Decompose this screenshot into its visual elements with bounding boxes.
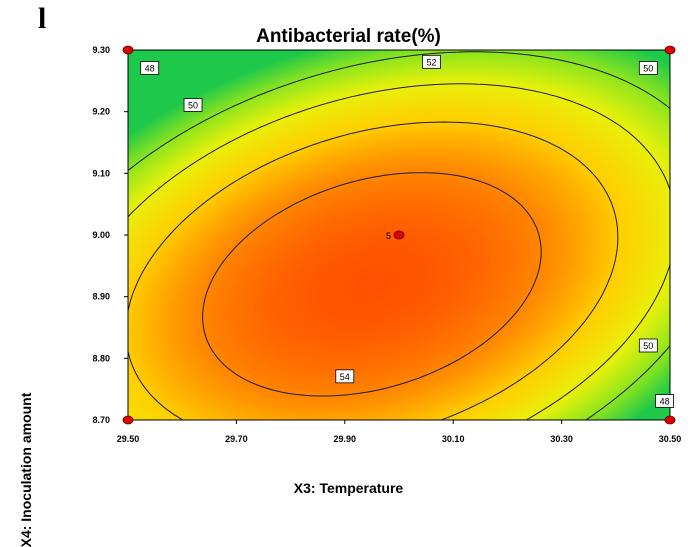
panel-label: l [38, 2, 47, 35]
x-tick-label: 29.90 [334, 434, 357, 444]
design-point [122, 45, 134, 55]
svg-text:50: 50 [643, 64, 653, 74]
svg-text:52: 52 [427, 57, 437, 67]
svg-text:50: 50 [188, 101, 198, 111]
center-point-label: 5 [386, 231, 391, 241]
y-tick-label: 8.80 [92, 353, 110, 363]
svg-text:48: 48 [660, 397, 670, 407]
contour-label: 48 [140, 61, 160, 75]
design-point [664, 45, 676, 55]
y-tick-label: 9.30 [92, 45, 110, 55]
contour-line-54 [202, 172, 542, 397]
contour-label: 50 [183, 98, 203, 112]
svg-text:48: 48 [145, 64, 155, 74]
x-tick-label: 29.70 [225, 434, 248, 444]
x-tick-label: 30.10 [442, 434, 465, 444]
contour-label: 48 [655, 394, 674, 408]
y-tick-label: 8.90 [92, 292, 110, 302]
y-tick-label: 9.10 [92, 168, 110, 178]
contour-label: 50 [638, 61, 658, 75]
design-point [393, 230, 405, 240]
chart-title: Antibacterial rate(%) [256, 26, 441, 47]
contour-chart: 29.50 29.70 29.90 30.10 30.30 30.50 8.70 8.80 8.… [92, 45, 682, 444]
svg-text:54: 54 [340, 372, 350, 382]
svg-text:50: 50 [643, 341, 653, 351]
x-tick-label: 29.50 [117, 434, 140, 444]
contour-label: 50 [638, 338, 658, 353]
x-tick-label: 30.50 [659, 434, 682, 444]
x-axis-label: X3: Temperature [293, 480, 404, 496]
contour-label: 54 [335, 369, 355, 384]
contour-line-52 [128, 121, 619, 420]
design-point [122, 415, 134, 425]
y-tick-label: 9.00 [92, 230, 110, 240]
y-tick-label: 9.20 [92, 107, 110, 117]
y-tick-label: 8.70 [92, 415, 110, 425]
contour-label: 52 [422, 54, 441, 69]
design-point [664, 415, 676, 425]
x-tick-label: 30.30 [550, 434, 573, 444]
